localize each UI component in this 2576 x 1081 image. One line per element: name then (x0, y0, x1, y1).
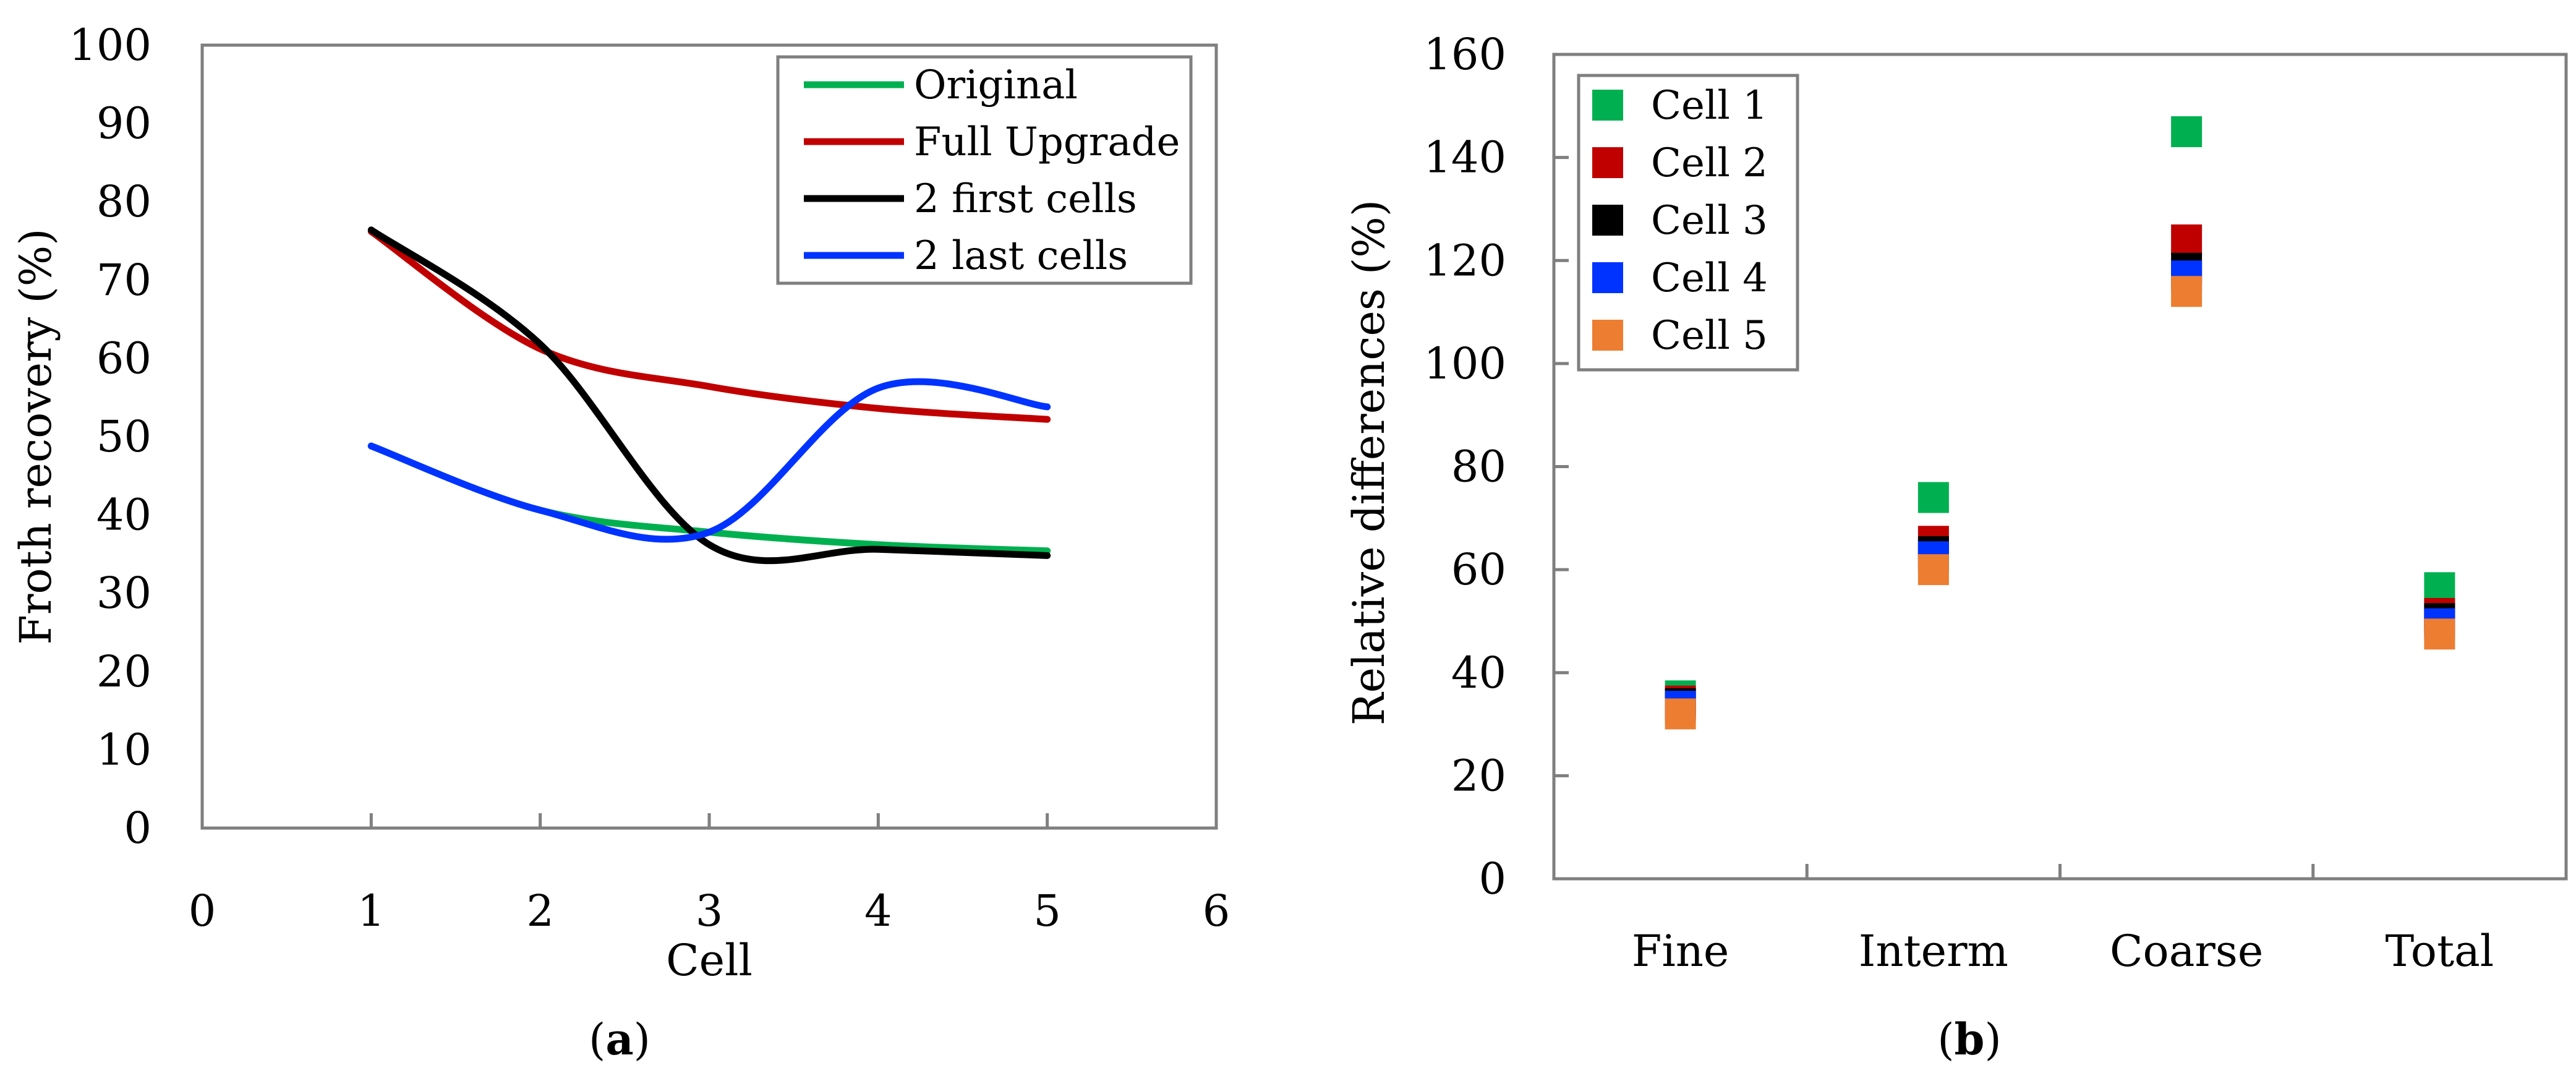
chart-b-y-tick-label: 0 (1478, 853, 1506, 904)
chart-a-x-tick-label: 1 (357, 886, 385, 936)
chart-a-ticks: 0 10 20 30 40 50 60 70 80 90 100 0 1 2 3 4 5 6 (69, 20, 1230, 936)
chart-b-caption-open: ( (1937, 1014, 1954, 1065)
chart-a-y-tick-label: 60 (96, 333, 151, 383)
chart-b-y-tick-label: 80 (1451, 442, 1506, 492)
chart-a-caption: (a) (589, 1014, 650, 1065)
chart-a-legend-box (776, 55, 1193, 285)
chart-b-caption-close: ) (1984, 1014, 2001, 1065)
chart-a-legend-label: Full Upgrade (914, 119, 1180, 165)
chart-b-legend-swatch (1592, 320, 1623, 351)
chart-a-y-tick-label: 90 (96, 98, 151, 149)
chart-b-category-label: Fine (1632, 926, 1729, 976)
chart-b-category-label: Total (2386, 926, 2494, 976)
chart-b-point (1917, 554, 1949, 586)
chart-a: 0 10 20 30 40 50 60 70 80 90 100 0 1 2 3 4 5 6 Froth reco… (11, 20, 1230, 1065)
chart-a-y-tick-label: 50 (96, 411, 151, 462)
chart-a-y-tick-label: 100 (69, 20, 151, 70)
chart-b-category-label: Interm (1859, 926, 2008, 976)
chart-b-point (2171, 224, 2203, 255)
chart-b-legend-swatch (1592, 90, 1623, 121)
chart-a-series-line (367, 228, 1051, 423)
chart-b-y-tick-label: 100 (1423, 338, 1506, 389)
chart-a-y-tick-label: 30 (96, 568, 151, 618)
chart-b-legend-label: Cell 4 (1651, 255, 1768, 301)
chart-b-point (2171, 116, 2203, 147)
chart-b-y-tick-label: 40 (1451, 647, 1506, 698)
chart-b: 0 20 40 60 80 100 120 140 160 Fine Interm Coarse Tot… (1344, 29, 2568, 1065)
chart-a-y-tick-label: 20 (96, 646, 151, 697)
chart-a-x-tick-label: 5 (1033, 886, 1061, 936)
chart-a-x-tick-label: 3 (696, 886, 723, 936)
chart-b-series (1665, 116, 2455, 730)
chart-b-legend-label: Cell 1 (1651, 83, 1768, 129)
chart-b-legend-swatch (1592, 262, 1623, 293)
chart-a-caption-open: ( (589, 1014, 605, 1065)
chart-b-legend-label: Cell 2 (1651, 140, 1768, 186)
chart-a-y-tick-label: 0 (124, 803, 151, 853)
chart-a-x-tick-label: 0 (189, 886, 216, 936)
chart-b-y-tick-label: 20 (1451, 750, 1506, 801)
chart-b-ticks: 0 20 40 60 80 100 120 140 160 Fine Interm Coarse Tot… (1423, 29, 2494, 976)
chart-b-caption-letter: b (1955, 1014, 1985, 1065)
chart-b-legend: Cell 1 Cell 2 Cell 3 Cell 4 Cell 5 (1577, 74, 1799, 372)
chart-a-y-tick-label: 70 (96, 255, 151, 306)
chart-b-y-axis-title: Relative differences (%) (1344, 200, 1394, 725)
chart-a-y-tick-label: 40 (96, 490, 151, 540)
chart-a-series (367, 226, 1051, 565)
chart-b-legend-swatch (1592, 147, 1623, 178)
chart-a-y-axis-title: Froth recovery (%) (11, 228, 61, 644)
chart-a-caption-letter: a (605, 1014, 633, 1065)
chart-b-y-tick-label: 60 (1451, 544, 1506, 595)
chart-a-x-axis-title: Cell (666, 935, 753, 986)
chart-a-x-tick-label: 4 (864, 886, 892, 936)
chart-b-point (2171, 276, 2203, 307)
chart-a-legend: Original Full Upgrade 2 first cells 2 last … (776, 55, 1193, 285)
chart-a-legend-label: 2 last cells (914, 233, 1128, 279)
chart-a-legend-label: 2 first cells (914, 176, 1137, 222)
chart-a-y-tick-label: 10 (96, 724, 151, 775)
chart-b-y-tick-label: 120 (1423, 235, 1506, 286)
chart-a-x-tick-label: 6 (1203, 886, 1230, 936)
chart-b-point (1917, 482, 1949, 513)
chart-b-legend-label: Cell 5 (1651, 313, 1768, 359)
chart-a-series-line (367, 378, 1051, 543)
chart-b-y-tick-label: 140 (1423, 132, 1506, 183)
chart-b-legend-label: Cell 3 (1651, 198, 1768, 244)
chart-b-caption: (b) (1937, 1014, 2002, 1065)
chart-a-legend-label: Original (914, 62, 1078, 108)
chart-b-legend-swatch (1592, 205, 1623, 236)
chart-b-category-label: Coarse (2110, 926, 2263, 976)
chart-a-y-tick-label: 80 (96, 176, 151, 227)
chart-b-point (1665, 698, 1696, 730)
chart-b-y-tick-label: 160 (1423, 29, 1506, 80)
chart-a-caption-close: ) (634, 1014, 650, 1065)
chart-b-point (2424, 618, 2455, 650)
chart-a-x-tick-label: 2 (526, 886, 554, 936)
